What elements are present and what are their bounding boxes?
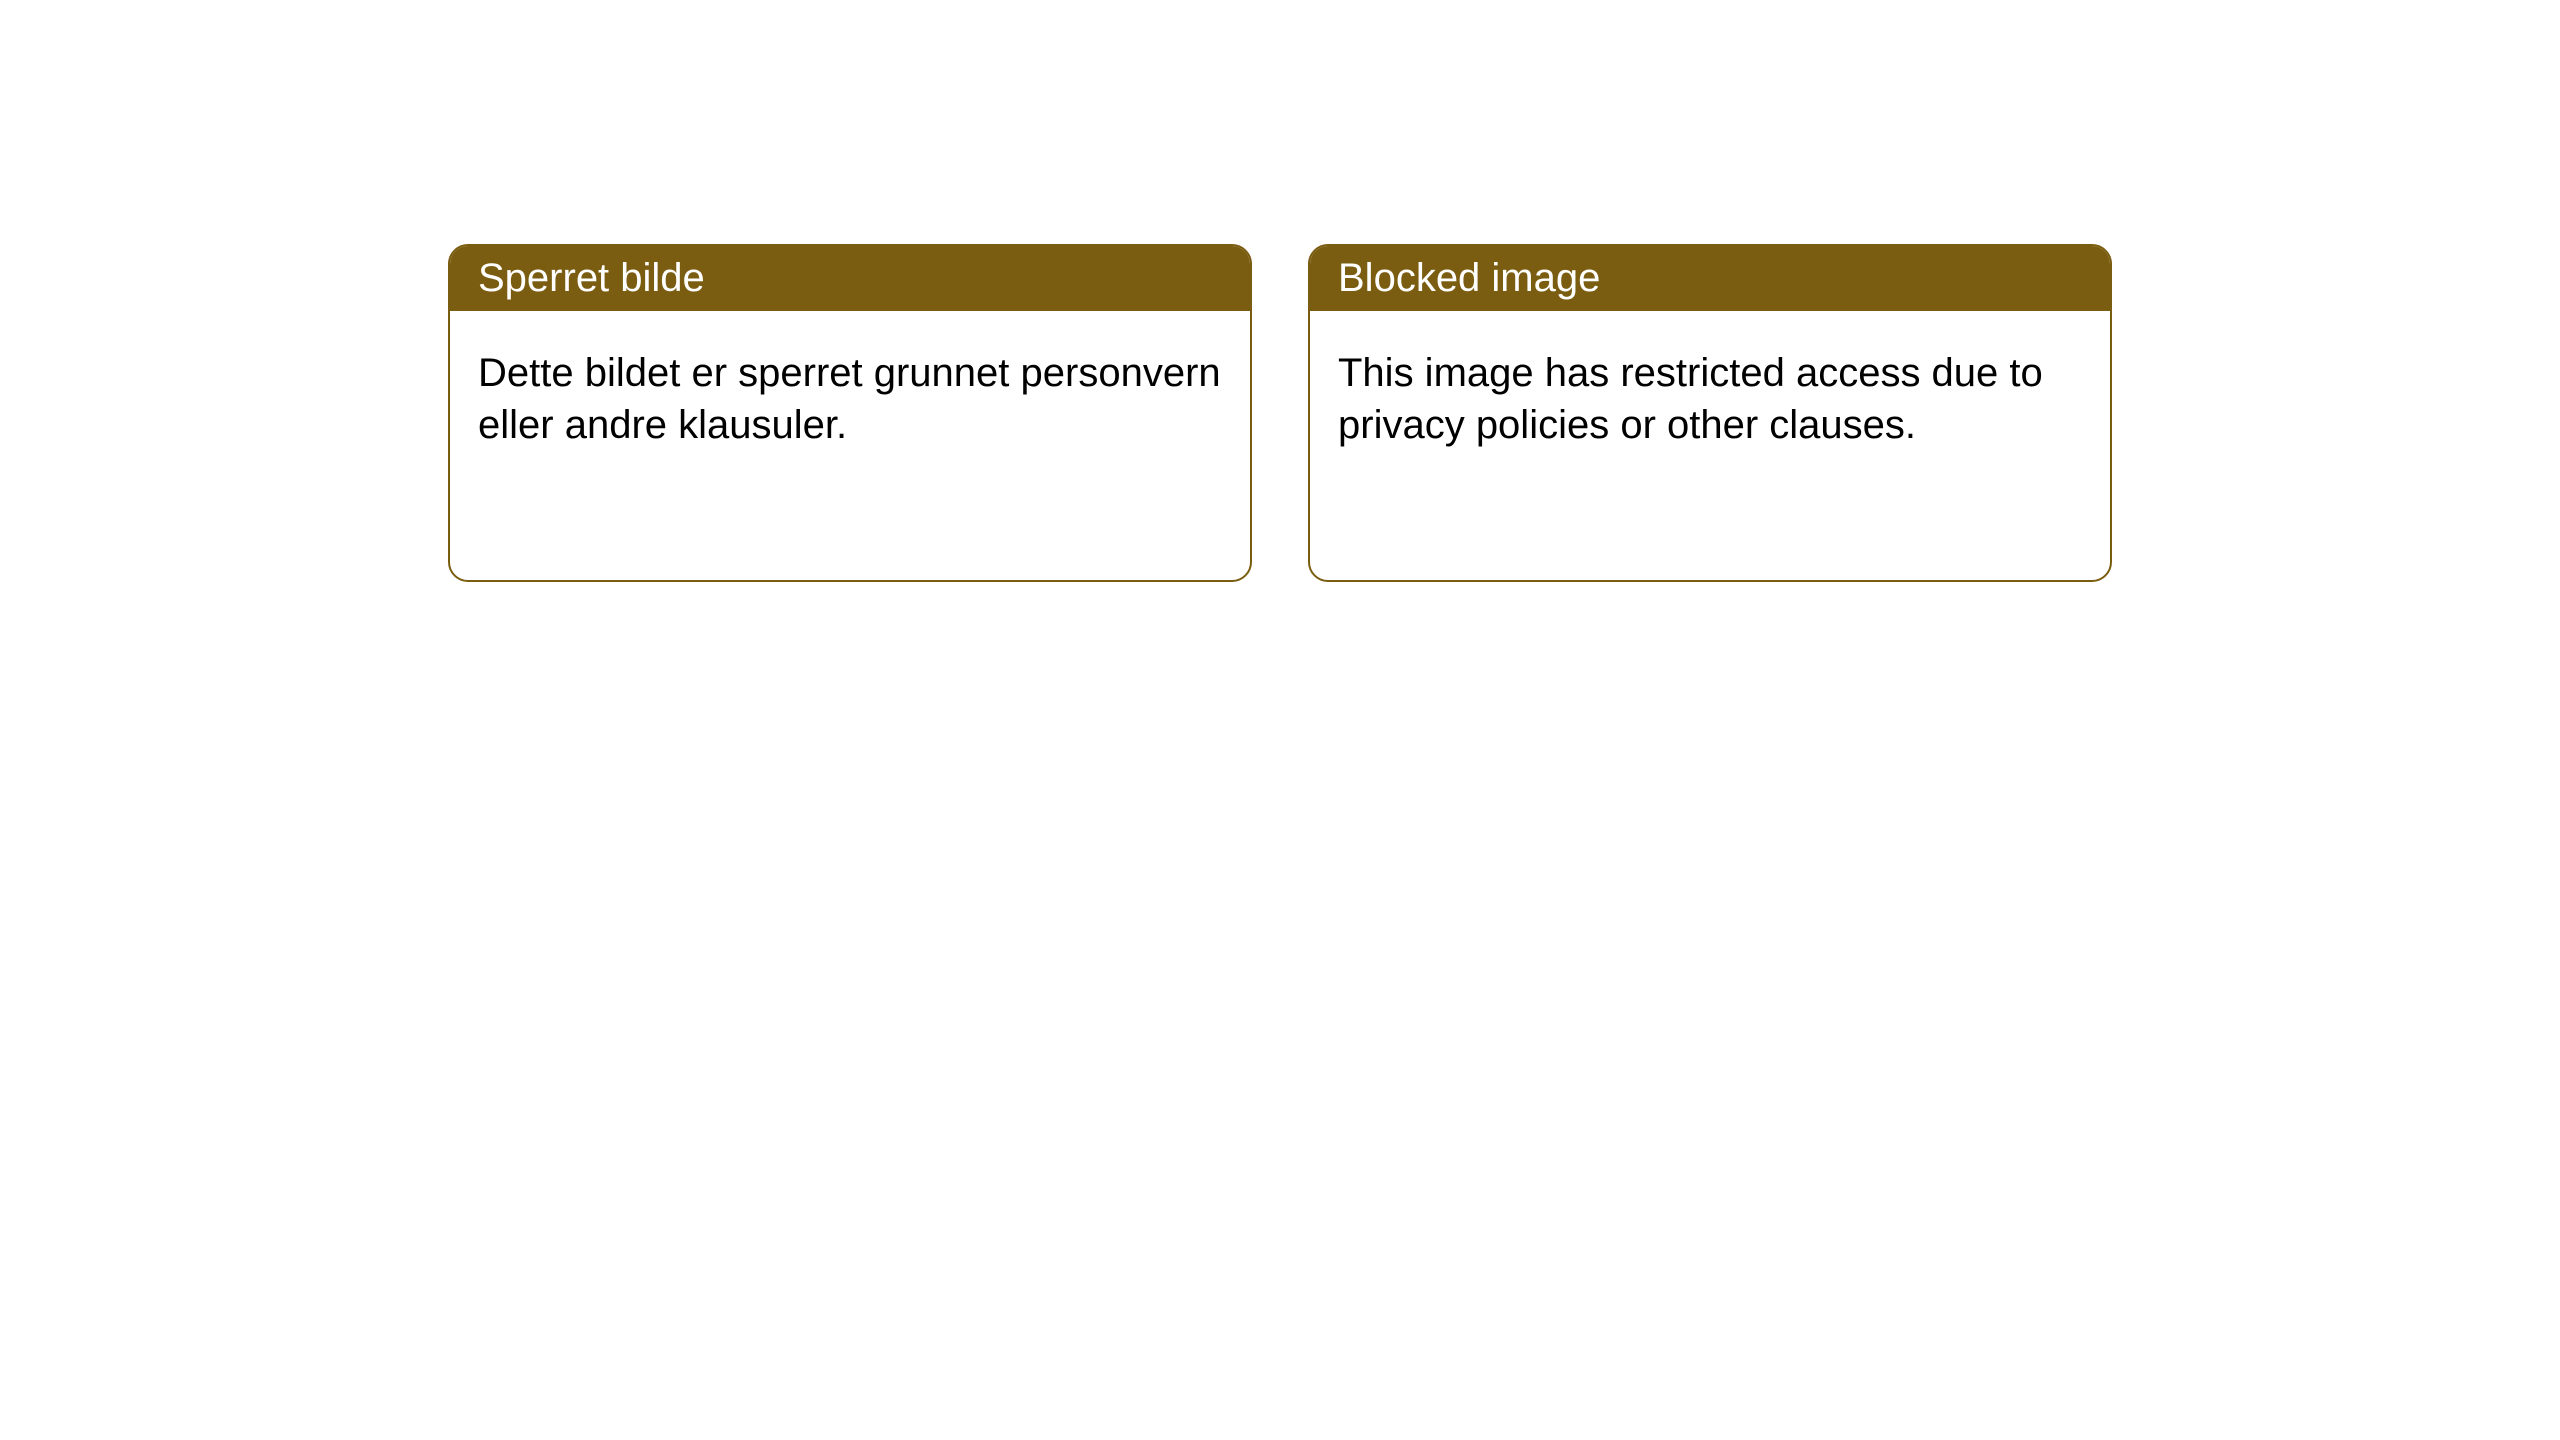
card-header: Blocked image [1310, 246, 2110, 311]
notice-card-english: Blocked image This image has restricted … [1308, 244, 2112, 582]
card-body: Dette bildet er sperret grunnet personve… [450, 311, 1250, 487]
card-header: Sperret bilde [450, 246, 1250, 311]
card-title: Sperret bilde [478, 256, 705, 300]
card-title: Blocked image [1338, 256, 1600, 300]
card-body-text: This image has restricted access due to … [1338, 351, 2043, 447]
card-body: This image has restricted access due to … [1310, 311, 2110, 487]
notice-container: Sperret bilde Dette bildet er sperret gr… [448, 244, 2112, 582]
card-body-text: Dette bildet er sperret grunnet personve… [478, 351, 1221, 447]
notice-card-norwegian: Sperret bilde Dette bildet er sperret gr… [448, 244, 1252, 582]
